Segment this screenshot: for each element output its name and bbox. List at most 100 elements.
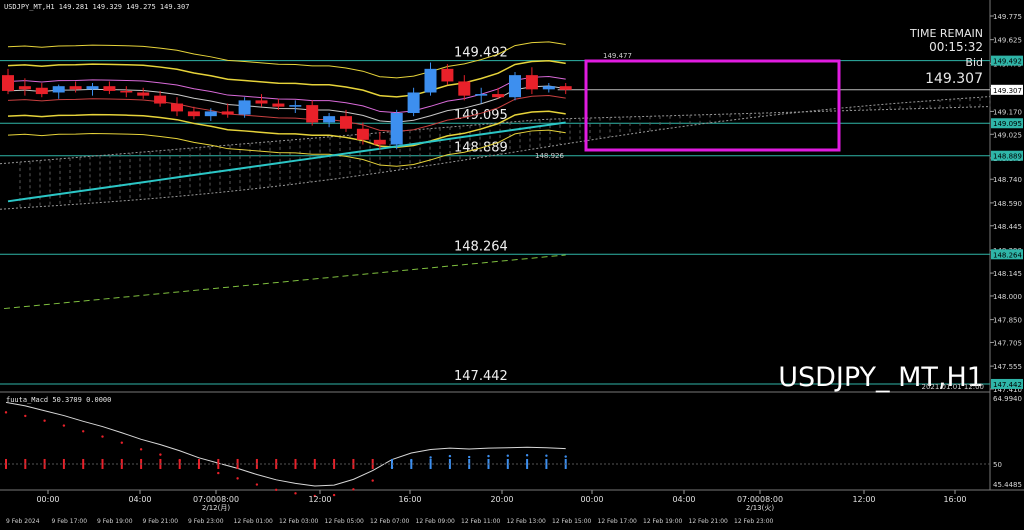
candle-body: [373, 139, 386, 145]
macd-signal-dot: [371, 479, 374, 482]
period-label: 12 Feb 01:00: [234, 518, 274, 525]
price-tick: 147.850: [993, 317, 1022, 325]
period-label: 12 Feb 03:00: [279, 518, 319, 525]
macd-signal-dot: [159, 453, 162, 456]
macd-axis-label: 64.9940: [993, 395, 1022, 403]
cloud-span-b: [0, 96, 991, 210]
macd-signal-dot: [275, 488, 278, 492]
period-label: 12 Feb 21:00: [689, 518, 729, 525]
band-line: [7, 76, 566, 114]
period-label: 12 Feb 15:00: [552, 518, 592, 525]
candle-body: [171, 103, 183, 112]
macd-signal-dot: [255, 483, 259, 486]
band-line: [7, 59, 566, 98]
price-tick: 149.170: [993, 108, 1022, 116]
macd-axis-label: 50: [993, 461, 1002, 469]
candle-body: [559, 86, 572, 90]
price-tick: 148.145: [993, 270, 1022, 278]
watermark-symbol: USDJPY_ MT,H1: [778, 362, 984, 393]
bollinger-bands: [3, 41, 566, 310]
high-annotation: 149.477: [603, 52, 632, 60]
band-line: [7, 110, 566, 149]
period-label: 12 Feb 07:00: [370, 518, 410, 525]
macd-signal-dot: [139, 448, 143, 451]
level-label: 148.264: [454, 239, 508, 254]
period-label: 12 Feb 05:00: [325, 518, 365, 525]
level-label: 147.442: [454, 369, 508, 384]
ma-line: [7, 85, 566, 123]
candle-body: [306, 105, 319, 123]
candle-body: [340, 116, 352, 129]
price-tick: 147.705: [993, 339, 1022, 347]
macd-signal-dot: [448, 454, 452, 458]
candle-body: [492, 94, 505, 98]
price-highlight-label: 148.889: [993, 153, 1022, 161]
period-label: 9 Feb 19:00: [97, 518, 133, 525]
candle-body: [323, 116, 336, 123]
time-label: 20:00: [490, 495, 513, 504]
time-label: 12:00: [852, 495, 875, 504]
candle-body: [52, 86, 65, 93]
period-label: 9 Feb 2024: [6, 518, 40, 525]
candle-body: [272, 103, 285, 107]
rectangle-object[interactable]: [584, 59, 841, 152]
candle-body: [475, 94, 488, 96]
macd-signal-dot: [564, 455, 567, 458]
price-highlight: [991, 118, 1023, 129]
price-highlight: [991, 84, 1023, 95]
candle-body: [187, 111, 200, 117]
macd-signal-dot: [525, 454, 529, 457]
price-tick: 147.555: [993, 363, 1022, 371]
macd-signal-dot: [352, 488, 355, 491]
macd-signal-dot: [4, 411, 8, 414]
date-label: 2/13(火): [746, 504, 774, 512]
price-tick: 148.000: [993, 293, 1022, 301]
period-label: 12 Feb 19:00: [643, 518, 683, 525]
price-tick: 149.625: [993, 37, 1022, 45]
macd-line: [5, 401, 566, 487]
macd-signal-dot: [468, 455, 471, 459]
level-label: 149.095: [454, 108, 508, 123]
period-label: 9 Feb 23:00: [188, 518, 224, 525]
candle-body: [542, 86, 555, 90]
band-line: [7, 94, 566, 133]
band-line: [7, 129, 566, 167]
candle-body: [204, 111, 217, 117]
macd-signal-dot: [236, 477, 239, 480]
ichimoku-cloud: [0, 96, 991, 210]
price-highlight: [991, 150, 1023, 161]
price-tick: 149.775: [993, 13, 1022, 21]
time-label: 00:00: [580, 495, 603, 504]
candle-body: [509, 75, 521, 98]
low-annotation: 148.926: [535, 152, 564, 160]
time-label: 04:00: [128, 495, 151, 504]
time-remain-label: TIME REMAIN: [909, 27, 983, 40]
price-highlight-label: 149.307: [993, 87, 1022, 95]
candle-body: [86, 86, 99, 90]
candle-body: [238, 100, 251, 115]
cloud-span-a: [0, 106, 991, 165]
candle-body: [221, 111, 234, 115]
macd-signal-dot: [62, 424, 66, 427]
price-axis: 149.775149.625149.475149.320149.170149.0…: [990, 13, 1023, 394]
long-ma-line: [7, 121, 566, 203]
candle-body: [390, 112, 403, 145]
candle-body: [120, 90, 133, 93]
macd-title: fuuta_Macd 50.3709 0.0000: [6, 396, 111, 404]
candle-body: [69, 86, 82, 90]
macd-signal-dot: [390, 466, 394, 469]
macd-signal-dot: [487, 454, 490, 458]
period-label: 12 Feb 13:00: [507, 518, 547, 525]
price-highlight: [991, 249, 1023, 260]
macd-signal-dot: [197, 466, 201, 470]
macd-signal-dot: [43, 419, 46, 422]
macd-subwindow: 64.9940 50 45.4485: [0, 395, 1022, 498]
period-label: 12 Feb 11:00: [461, 518, 501, 525]
macd-signal-dot: [294, 492, 297, 495]
price-tick: 147.410: [993, 386, 1022, 394]
macd-signal-dot: [506, 454, 509, 457]
candle-body: [2, 75, 14, 91]
price-highlight-label: 149.492: [993, 58, 1022, 66]
date-label: 2/12(月): [202, 504, 230, 512]
